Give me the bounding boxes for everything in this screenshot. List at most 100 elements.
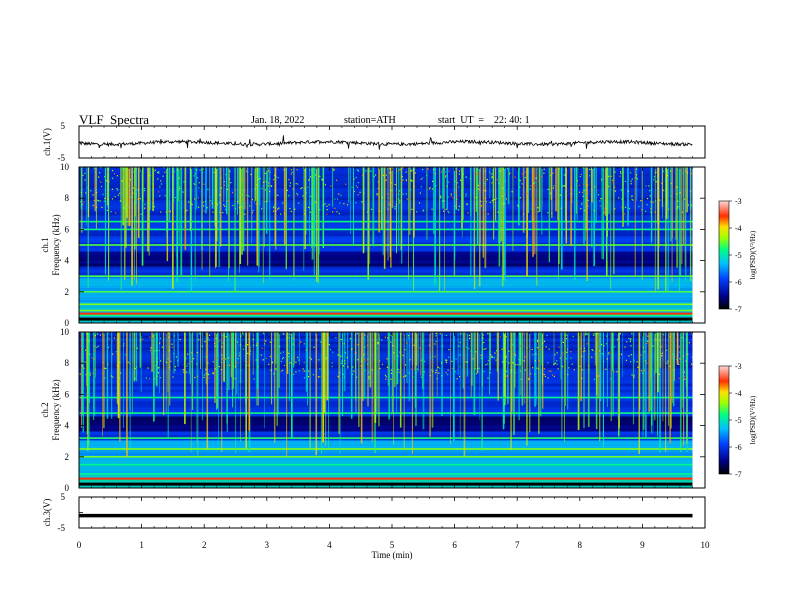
ch2-speckle (557, 368, 559, 370)
ch1-speckle (582, 167, 585, 169)
ch1-sferic (362, 167, 364, 206)
ch1-speckle (505, 198, 508, 200)
ch1-speckle (641, 209, 643, 211)
ch2-speckle (441, 345, 444, 347)
ch1-ytick-label: 6 (65, 224, 70, 234)
ch1-speckle (585, 199, 587, 201)
ch1-speckle (406, 198, 408, 200)
ch1-speckle (466, 203, 468, 205)
ch1-speckle (682, 172, 685, 175)
ch1-speckle (551, 212, 553, 214)
ch2-sferic (612, 332, 614, 416)
ch1-speckle (389, 167, 391, 170)
ch2-sferic (473, 332, 476, 416)
ch2-speckle (350, 348, 352, 350)
start-time-label: start UT = 22: 40: 1 (438, 115, 530, 126)
ch1-speckle (677, 206, 679, 208)
ch2-sferic (436, 332, 438, 397)
ch2-speckle (593, 378, 595, 380)
ch2-speckle (282, 351, 285, 353)
ch1-speckle (275, 175, 277, 178)
ch1-speckle (559, 194, 561, 196)
ch1-speckle (612, 182, 614, 184)
ch1-speckle (269, 171, 271, 173)
ch1-speckle (174, 196, 177, 199)
ch2-sferic (322, 332, 325, 443)
ch1-speckle (387, 193, 389, 195)
ch2-spectrum-row (79, 485, 693, 489)
ch1-ylabel: Frequency (kHz) (51, 214, 61, 275)
ch1-sferic (362, 167, 365, 254)
ch1-speckle (184, 211, 186, 213)
ch2-speckle (93, 345, 95, 347)
ch1-speckle (388, 204, 391, 206)
ch1-speckle (313, 176, 315, 178)
ch1-speckle (115, 212, 117, 214)
ch2-sferic (106, 332, 109, 419)
ch1-speckle (225, 208, 227, 211)
ch1-speckle (681, 211, 683, 213)
ch1-speckle (677, 200, 679, 202)
ch2-speckle (618, 337, 620, 340)
ch2-sferic (659, 332, 662, 368)
ch2-speckle (592, 332, 594, 335)
ch2-speckle (458, 345, 460, 347)
ch2-speckle (497, 368, 499, 370)
ch1-speckle (450, 195, 452, 197)
ch2-lowfreq-line (79, 482, 693, 486)
ch2-sferic (474, 332, 476, 368)
ch2-speckle (325, 358, 327, 360)
ch1-speckle (405, 171, 407, 173)
ch1-frame (78, 125, 706, 159)
ch1-speckle (493, 198, 496, 201)
ch2-speckle (603, 345, 605, 347)
ch2-speckle (218, 340, 220, 342)
ch1-speckle (332, 211, 334, 213)
ch2-speckle (568, 367, 570, 369)
ch2-speckle (678, 377, 680, 379)
ch2-speckle (341, 360, 343, 362)
ch1-speckle (458, 186, 460, 188)
ch1-speckle (269, 190, 271, 193)
ch2-spectrum-row (79, 332, 693, 336)
ch1-sferic (681, 167, 683, 265)
ch2-speckle (269, 341, 271, 343)
ch1-speckle (176, 169, 178, 171)
ch2-sferic (481, 332, 483, 387)
ch1-speckle (422, 210, 424, 212)
ch1-speckle (397, 198, 400, 200)
ch2-speckle (601, 343, 603, 346)
ch2-speckle (636, 361, 638, 363)
ch1-speckle (541, 176, 543, 178)
ch1-speckle (420, 178, 422, 180)
ch1-speckle (124, 173, 126, 175)
ch2-speckle (523, 360, 525, 362)
ch2-speckle (261, 347, 263, 349)
ch1-speckle (289, 185, 291, 187)
ch2-speckle (183, 371, 185, 373)
ch1-speckle (273, 178, 276, 180)
ch2-sferic (252, 332, 254, 375)
ch1-speckle (666, 174, 669, 177)
ch2-speckle (291, 372, 293, 375)
ch1-speckle (219, 193, 221, 196)
ch1-sferic (675, 167, 677, 240)
ch2-speckle (325, 356, 327, 358)
ch2-band (79, 456, 693, 458)
ch2-speckle (588, 369, 590, 371)
ch3-ylabel: ch.3(V) (42, 499, 52, 527)
ch1-sferic (678, 167, 680, 292)
ch1-ytick-label: 0 (65, 318, 70, 328)
ch2-speckle (459, 354, 461, 356)
ch1-speckle (252, 209, 254, 212)
ch2-speckle (194, 376, 196, 379)
ch2-speckle (438, 372, 440, 374)
ch1-colorbar-label: log(PSD)(V²/Hz) (749, 230, 757, 279)
ch2-speckle (329, 348, 332, 351)
ch2-speckle (364, 346, 366, 348)
ch1-speckle (534, 175, 536, 177)
ch1-speckle (400, 190, 402, 192)
ch1-sferic (548, 167, 550, 263)
ch2-speckle (629, 361, 632, 363)
ch2-speckle (662, 333, 664, 336)
